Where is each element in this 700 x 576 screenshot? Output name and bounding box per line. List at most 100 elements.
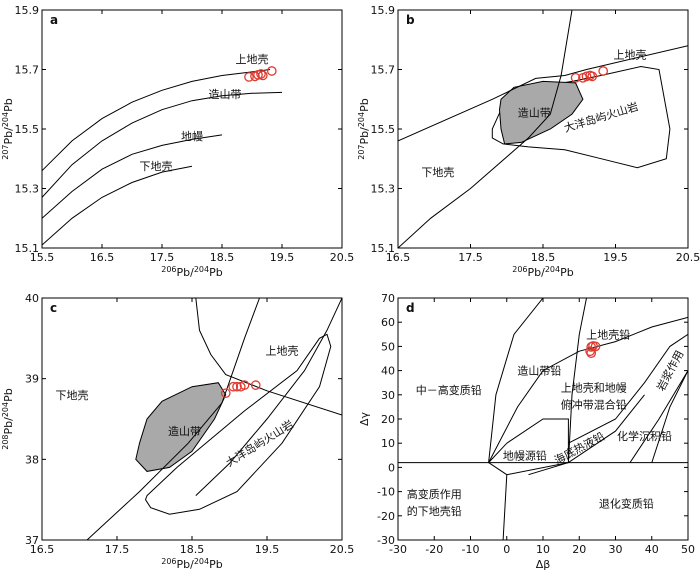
x-axis-label-a: 206Pb/204Pb: [161, 265, 223, 280]
evolution-curve-a-3: [42, 166, 192, 245]
y-tick-label-c-1: 38: [25, 453, 39, 466]
region-label-d-9: 高变质作用: [407, 487, 462, 501]
x-tick-label-b-2: 18.5: [531, 251, 556, 264]
evolution-curve-a-2: [42, 135, 222, 218]
y-axis-label-part-b-3: Pb: [358, 98, 371, 112]
evolution-curve-a-0: [42, 70, 270, 171]
x-axis-label-part-a-3: Pb: [209, 266, 223, 279]
boundary-line-d-9: [503, 475, 507, 540]
y-tick-label-b-2: 15.5: [371, 123, 396, 136]
y-tick-label-d-3: 0: [388, 461, 395, 474]
sample-point-a-5: [268, 67, 276, 75]
panel-label-b: b: [406, 13, 415, 27]
x-tick-label-c-4: 20.5: [330, 543, 355, 556]
x-tick-label-c-2: 18.5: [180, 543, 205, 556]
region-label-c-3: 大洋岛屿火山岩: [223, 417, 296, 470]
x-tick-label-d-2: -10: [462, 543, 480, 556]
y-tick-label-c-0: 37: [25, 534, 39, 547]
y-axis-label-part-a-2: 204: [1, 112, 10, 127]
sample-point-b-5: [599, 67, 607, 75]
panel-label-c: c: [50, 301, 57, 315]
x-tick-label-a-3: 18.5: [210, 251, 235, 264]
region-label-a-1: 造山带: [209, 87, 242, 101]
y-axis-label-part-a-1: Pb/: [2, 127, 15, 145]
x-axis-label-part-a-0: 206: [161, 265, 176, 274]
x-axis-label-b: 206Pb/204Pb: [512, 265, 574, 280]
y-tick-label-a-2: 15.5: [15, 123, 40, 136]
y-tick-label-b-4: 15.9: [371, 4, 396, 17]
y-axis-label-part-b-0: 207: [357, 144, 366, 159]
y-tick-label-a-0: 15.1: [15, 242, 40, 255]
x-tick-label-d-3: 0: [503, 543, 510, 556]
y-tick-label-d-7: 40: [381, 365, 395, 378]
x-axis-label-part-b-2: 204: [545, 265, 560, 274]
x-tick-label-b-3: 19.5: [603, 251, 628, 264]
y-tick-label-b-1: 15.3: [371, 183, 396, 196]
x-axis-label-part-a-1: Pb/: [177, 266, 195, 279]
y-axis-label-d: Δγ: [358, 411, 371, 426]
y-axis-label-part-a-0: 207: [1, 144, 10, 159]
region-label-d-1: 造山带铅: [517, 364, 561, 378]
plot-area-c: 上地壳下地壳造山带大洋岛屿火山岩: [56, 298, 343, 540]
y-tick-label-d-6: 30: [381, 389, 395, 402]
x-tick-label-d-8: 50: [681, 543, 695, 556]
x-tick-label-d-1: -20: [425, 543, 443, 556]
region-label-a-2: 地幔: [181, 130, 203, 143]
region-label-d-10: 的下地壳铅: [407, 504, 462, 518]
x-axis-label-part-a-2: 204: [194, 265, 209, 274]
x-tick-label-a-2: 17.5: [150, 251, 175, 264]
y-tick-label-a-1: 15.3: [15, 183, 40, 196]
panel-label-d: d: [406, 301, 415, 315]
y-tick-label-c-2: 39: [25, 373, 39, 386]
y-axis-label-part-b-1: Pb/: [358, 127, 371, 145]
region-label-b-0: 上地壳: [614, 48, 647, 62]
x-tick-label-b-1: 17.5: [458, 251, 483, 264]
region-label-d-11: 退化变质铅: [599, 497, 654, 511]
x-tick-label-c-1: 17.5: [105, 543, 130, 556]
y-axis-label-part-c-0: 208: [1, 434, 10, 449]
x-axis-label-part-b-0: 206: [512, 265, 527, 274]
y-tick-label-d-2: -10: [377, 486, 395, 499]
y-axis-label-c: 208Pb/204Pb: [1, 388, 16, 450]
x-tick-label-d-6: 30: [609, 543, 623, 556]
panel-d: 上地壳铅造山带铅中－高变质铅上地壳和地幔俯冲带混合铅化学沉积铅岩浆作用地幔源铅海…: [358, 292, 695, 571]
plot-area-b: 上地壳造山带大洋岛屿火山岩下地壳: [398, 10, 688, 248]
y-tick-label-d-9: 60: [381, 316, 395, 329]
y-tick-label-b-0: 15.1: [371, 242, 396, 255]
panel-label-a: a: [50, 13, 58, 27]
boundary-line-d-2: [489, 298, 543, 463]
x-axis-label-part-b-3: Pb: [560, 266, 574, 279]
x-axis-label-d: Δβ: [536, 558, 551, 571]
x-tick-label-a-4: 19.5: [270, 251, 295, 264]
x-tick-label-b-4: 20.5: [676, 251, 700, 264]
y-tick-label-d-4: 10: [381, 437, 395, 450]
region-label-d-2: 中－高变质铅: [416, 383, 482, 397]
region-label-d-6: 岩浆作用: [653, 348, 686, 393]
y-tick-label-d-1: -20: [377, 510, 395, 523]
y-tick-label-d-0: -30: [377, 534, 395, 547]
y-tick-label-c-3: 40: [25, 292, 39, 305]
region-label-d-3: 上地壳和地幔: [561, 381, 627, 395]
y-axis-label-part-b-2: 204: [357, 112, 366, 127]
plot-area-d: 上地壳铅造山带铅中－高变质铅上地壳和地幔俯冲带混合铅化学沉积铅岩浆作用地幔源铅海…: [398, 298, 688, 540]
x-tick-label-c-3: 19.5: [255, 543, 280, 556]
x-axis-label-part-c-1: Pb/: [177, 558, 195, 571]
x-axis-label-part-c-3: Pb: [209, 558, 223, 571]
region-label-c-2: 造山带: [168, 424, 201, 438]
region-label-d-5: 化学沉积铅: [617, 429, 672, 443]
x-tick-label-a-5: 20.5: [330, 251, 355, 264]
y-axis-label-b: 207Pb/204Pb: [357, 98, 372, 160]
region-label-d-7: 地幔源铅: [503, 448, 547, 462]
y-tick-label-a-3: 15.7: [15, 64, 40, 77]
y-axis-label-a: 207Pb/204Pb: [1, 98, 16, 160]
region-label-a-3: 下地壳: [140, 159, 173, 173]
y-tick-label-b-3: 15.7: [371, 64, 396, 77]
region-label-b-3: 下地壳: [421, 165, 454, 179]
region-label-d-0: 上地壳铅: [586, 327, 630, 341]
x-axis-label-part-b-1: Pb/: [528, 266, 546, 279]
